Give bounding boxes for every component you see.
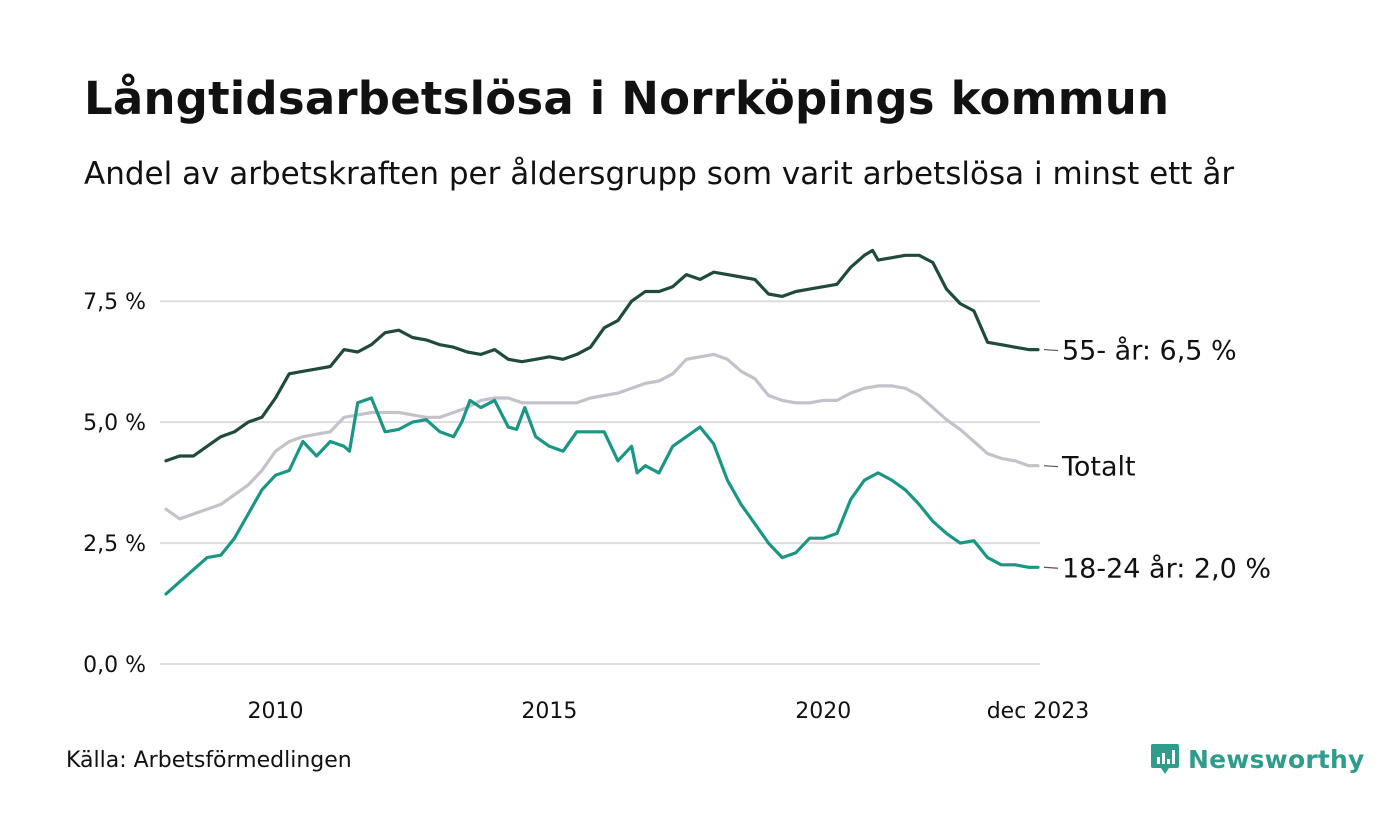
series-layer	[164, 248, 1040, 596]
x-tick-label: 2015	[521, 699, 577, 724]
brand-logo: Newsworthy	[1150, 742, 1365, 776]
newsworthy-icon	[1151, 744, 1179, 774]
series-end-label: 55- år: 6,5 %	[1062, 336, 1237, 367]
brand-name: Newsworthy	[1188, 744, 1365, 774]
series-line-total	[164, 352, 1040, 521]
x-tick-label: 2010	[248, 699, 304, 724]
source-note: Källa: Arbetsförmedlingen	[66, 748, 352, 773]
label-leader	[1043, 348, 1059, 352]
y-tick-label: 5,0 %	[83, 411, 146, 436]
series-end-label: 18-24 år: 2,0 %	[1062, 553, 1271, 584]
label-leader	[1043, 566, 1059, 569]
page-subtitle: Andel av arbetskraften per åldersgrupp s…	[84, 156, 1235, 192]
page-title: Långtidsarbetslösa i Norrköpings kommun	[84, 72, 1170, 125]
label-leader	[1043, 465, 1059, 468]
y-axis: 0,0 % 2,5 % 5,0 % 7,5 %	[83, 290, 146, 678]
x-tick-label: dec 2023	[987, 699, 1090, 724]
x-tick-label: 2020	[795, 699, 851, 724]
y-tick-label: 0,0 %	[83, 653, 146, 678]
grid-layer	[160, 300, 1040, 665]
series-labels: 55- år: 6,5 % Totalt 18-24 år: 2,0 %	[1043, 336, 1271, 584]
series-line-young	[164, 396, 1040, 596]
series-end-label: Totalt	[1061, 452, 1136, 483]
y-tick-label: 7,5 %	[83, 290, 146, 315]
series-line-older	[164, 248, 1040, 463]
y-tick-label: 2,5 %	[83, 532, 146, 557]
x-axis: 2010 2015 2020 dec 2023	[248, 699, 1090, 724]
